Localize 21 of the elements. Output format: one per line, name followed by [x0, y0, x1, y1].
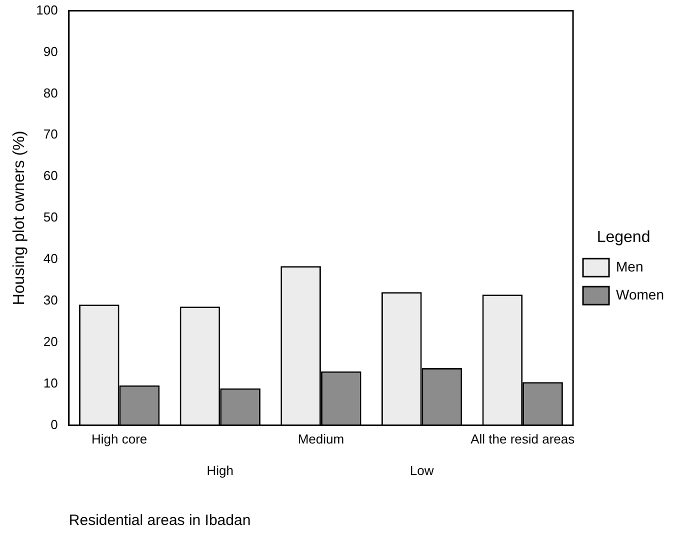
y-axis-title: Housing plot owners (%): [11, 130, 28, 306]
y-tick-label: 90: [43, 44, 58, 59]
x-tick-label: High: [206, 462, 234, 478]
y-tick-label: 10: [43, 375, 58, 390]
y-tick-label: 40: [43, 251, 58, 266]
legend-label: Men: [616, 258, 644, 274]
y-tick-label: 0: [50, 416, 58, 432]
x-tick-label: All the resid areas: [470, 432, 576, 447]
y-tick-label: 60: [43, 168, 58, 184]
y-tick-label: 30: [43, 292, 58, 308]
y-tick-label: 70: [43, 126, 58, 142]
y-tick-label: 80: [43, 85, 58, 100]
x-tick-label: Medium: [298, 432, 344, 447]
x-axis-title: Residential areas in Ibadan: [68, 512, 251, 530]
y-tick-label: 20: [43, 334, 58, 349]
y-tick-label: 50: [43, 210, 58, 225]
y-tick-label: 100: [36, 2, 58, 18]
x-tick-label: High core: [91, 432, 148, 447]
legend-title: Legend: [596, 228, 650, 246]
legend-label: Women: [616, 286, 664, 302]
x-tick-label: Low: [410, 462, 434, 478]
